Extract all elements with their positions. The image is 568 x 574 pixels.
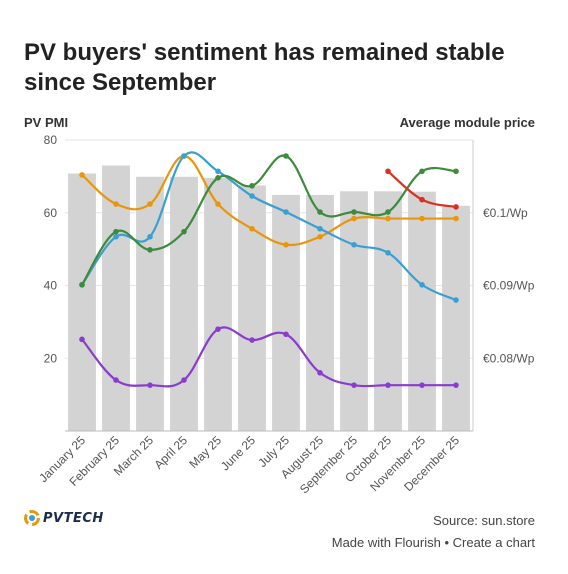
series-point[interactable] (385, 249, 391, 256)
series-point[interactable] (215, 201, 221, 207)
series-point[interactable] (147, 382, 153, 388)
x-tick-label: April 25 (151, 433, 190, 472)
line-series (79, 151, 459, 388)
pvtech-logo-icon (24, 510, 40, 526)
series-point[interactable] (351, 241, 357, 248)
series-point[interactable] (249, 183, 255, 189)
bar[interactable] (272, 194, 300, 431)
series-point[interactable] (351, 209, 357, 215)
series-point[interactable] (419, 215, 425, 222)
series-point[interactable] (453, 204, 459, 210)
series-point[interactable] (215, 175, 221, 181)
grid-lines (65, 139, 473, 359)
series-point[interactable] (147, 201, 153, 207)
series-point[interactable] (283, 241, 289, 248)
bar[interactable] (68, 173, 96, 431)
series-point[interactable] (453, 297, 459, 303)
right-tick-label: €0.1/Wp (483, 206, 528, 220)
series-point[interactable] (419, 382, 425, 388)
pvtech-logo-text: PVTECH (43, 510, 104, 526)
bar[interactable] (102, 165, 130, 431)
series-point[interactable] (113, 201, 119, 207)
bar[interactable] (204, 177, 232, 431)
bar[interactable] (340, 191, 368, 431)
series-point[interactable] (453, 382, 459, 388)
series-point[interactable] (79, 281, 85, 288)
series-point[interactable] (419, 196, 425, 203)
footer-separator: • (440, 535, 453, 550)
series-point[interactable] (385, 382, 391, 388)
series-point[interactable] (317, 233, 323, 240)
right-tick-label: €0.09/Wp (483, 279, 535, 293)
series-point[interactable] (249, 337, 255, 343)
series-point[interactable] (419, 281, 425, 288)
series-point[interactable] (351, 215, 357, 222)
create-chart-link[interactable]: Create a chart (452, 535, 535, 550)
made-with-flourish-link[interactable]: Made with Flourish (331, 535, 441, 550)
series-point[interactable] (113, 233, 119, 240)
source-text: Source: sun.store (433, 513, 535, 528)
series-point[interactable] (79, 336, 85, 343)
series-point[interactable] (351, 382, 357, 388)
series-point[interactable] (79, 172, 85, 178)
series-point[interactable] (181, 228, 187, 235)
series-point[interactable] (147, 247, 153, 253)
series-point[interactable] (453, 215, 459, 222)
series-point[interactable] (113, 377, 119, 383)
right-tick-label: €0.08/Wp (483, 351, 535, 365)
series-point[interactable] (283, 331, 289, 338)
series-point[interactable] (215, 326, 221, 332)
series-point[interactable] (147, 233, 153, 240)
series-point[interactable] (249, 225, 255, 232)
series-point[interactable] (249, 193, 255, 199)
y-tick-label: 80 (44, 133, 58, 147)
series-point[interactable] (181, 153, 187, 159)
pvtech-logo[interactable]: PVTECH (24, 510, 104, 526)
chart-title: PV buyers' sentiment has remained stable… (24, 39, 505, 96)
series-point[interactable] (317, 209, 323, 215)
series-point[interactable] (283, 153, 289, 159)
series-point[interactable] (385, 209, 391, 215)
y-tick-label: 60 (44, 206, 58, 220)
bar[interactable] (442, 205, 470, 431)
y-tick-label: 20 (44, 351, 58, 365)
series-point[interactable] (317, 225, 323, 232)
y-tick-label: 40 (44, 279, 58, 293)
series-point[interactable] (215, 168, 221, 175)
series-point[interactable] (317, 370, 323, 376)
bar[interactable] (408, 191, 436, 431)
series-point[interactable] (113, 228, 119, 235)
right-axis-label: Average module price (399, 115, 535, 130)
series-point[interactable] (283, 209, 289, 215)
series-point[interactable] (419, 168, 425, 175)
x-tick-label: June 25 (218, 433, 258, 473)
bar[interactable] (374, 191, 402, 431)
flourish-footer: Made with Flourish • Create a chart (332, 535, 535, 550)
series-point[interactable] (385, 168, 391, 175)
left-axis-label: PV PMI (24, 115, 69, 130)
series-point[interactable] (453, 168, 459, 175)
series-point[interactable] (181, 377, 187, 383)
series-point[interactable] (385, 215, 391, 222)
